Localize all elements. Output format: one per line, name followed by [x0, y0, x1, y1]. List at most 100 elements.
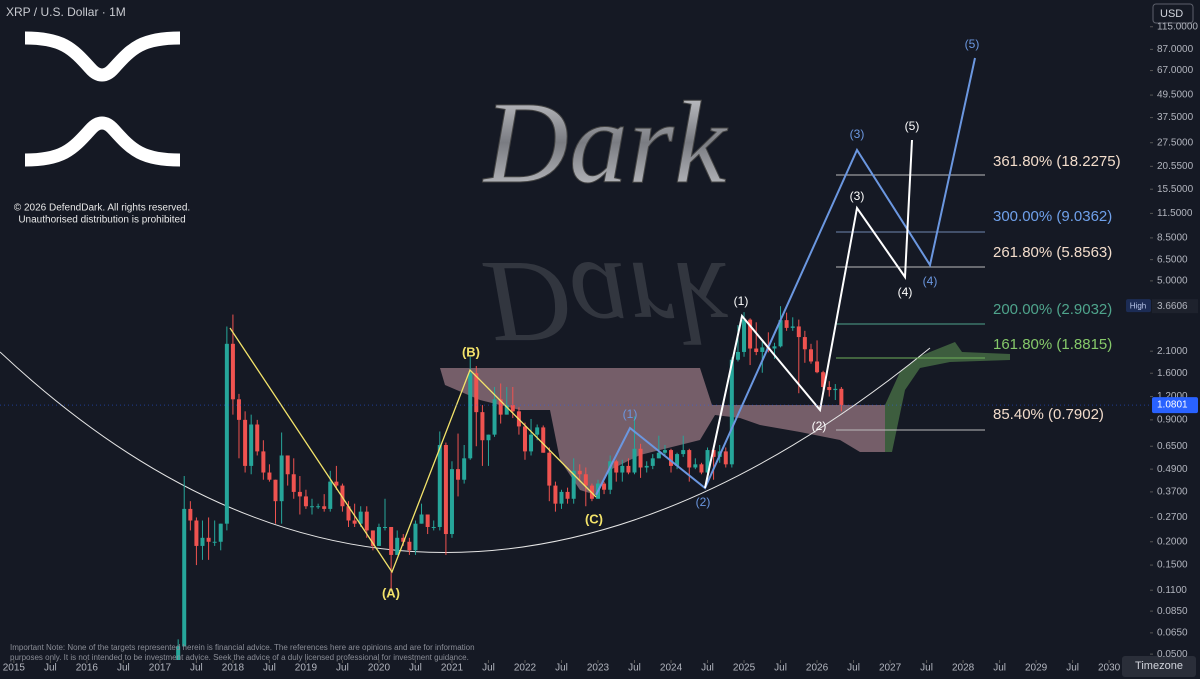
x-tick-label: Jul: [993, 663, 1006, 674]
candle-body: [626, 465, 631, 473]
candle: [827, 381, 832, 397]
candle: [796, 319, 801, 394]
candle: [522, 422, 527, 460]
candle: [498, 383, 503, 424]
candle: [419, 503, 424, 524]
symbol-title: XRP / U.S. Dollar · 1M: [6, 5, 126, 19]
candle-body: [383, 526, 388, 528]
candle: [194, 517, 199, 566]
candle: [711, 447, 716, 480]
y-tick-label: 1.2000: [1157, 391, 1188, 402]
candle-body: [389, 526, 394, 555]
candle: [693, 458, 698, 470]
y-tick-label: 6.5000: [1157, 254, 1188, 265]
candle: [188, 501, 193, 531]
x-tick-label: Jul: [190, 663, 203, 674]
candle-body: [571, 470, 576, 499]
candle: [559, 489, 564, 509]
currency[interactable]: USD: [1160, 8, 1183, 20]
candle: [182, 476, 187, 647]
y-tick-label: 115.0000: [1157, 21, 1198, 32]
wave-label: (C): [585, 511, 603, 526]
y-tick-label: 0.1500: [1157, 560, 1188, 571]
high-tag-label: High: [1130, 301, 1146, 310]
candle: [449, 461, 454, 538]
high-price-box: [1152, 299, 1198, 314]
x-tick-label: 2023: [587, 663, 610, 674]
candle: [553, 481, 558, 512]
candle: [729, 357, 734, 468]
fib-label: 261.80% (5.8563): [993, 244, 1112, 261]
wave-white: [704, 139, 913, 489]
candle: [285, 455, 290, 486]
y-tick-label: 27.5000: [1157, 137, 1194, 148]
candle-body: [431, 526, 436, 528]
x-tick-label: Jul: [774, 663, 787, 674]
candle-body: [267, 472, 272, 480]
candle: [571, 458, 576, 504]
y-tick-label: 0.3700: [1157, 487, 1188, 498]
y-tick-label: 67.0000: [1157, 65, 1194, 76]
candle-body: [346, 506, 351, 521]
candle-body: [510, 405, 515, 412]
candle: [370, 530, 375, 551]
candle-body: [687, 450, 692, 468]
candle: [279, 432, 284, 524]
candle-body: [675, 454, 680, 466]
note: Important Note: None of the targets repr…: [10, 643, 475, 652]
candle: [328, 470, 333, 512]
y-tick-label: 0.0650: [1157, 627, 1188, 638]
candle-body: [529, 434, 534, 452]
candle-body: [827, 387, 832, 391]
y-tick-label: 1.6000: [1157, 368, 1188, 379]
candle: [358, 506, 363, 527]
candle: [644, 461, 649, 473]
candle-body: [334, 481, 339, 486]
x-tick-label: 2028: [952, 663, 975, 674]
candle: [608, 455, 613, 495]
wave-label: (2): [812, 419, 827, 433]
candle-body: [644, 465, 649, 468]
candle: [638, 443, 643, 478]
candle-body: [279, 455, 284, 502]
candle-body: [754, 348, 759, 352]
watermark: Dark: [482, 77, 729, 208]
last-price: 1.0801: [1157, 400, 1188, 411]
candle-body: [316, 506, 321, 508]
candle-body: [802, 337, 807, 350]
candle-body: [468, 373, 473, 459]
candle-body: [541, 427, 546, 453]
timezone-button[interactable]: [1122, 656, 1196, 677]
x-tick-label: 2029: [1025, 663, 1048, 674]
x-tick-label: 2025: [733, 663, 756, 674]
currency-button[interactable]: [1152, 3, 1194, 24]
candle: [681, 435, 686, 457]
candle-body: [498, 399, 503, 415]
candle: [760, 342, 765, 373]
y-tick-label: 0.9000: [1157, 415, 1188, 426]
candle-body: [778, 320, 783, 347]
y-tick-label: 20.5500: [1157, 161, 1194, 172]
candle-body: [437, 445, 442, 527]
candle-body: [255, 424, 260, 452]
x-tick-label: Jul: [847, 663, 860, 674]
candle: [316, 503, 321, 509]
candle: [614, 459, 619, 482]
high-price: 3.6606: [1157, 301, 1188, 312]
wave-blue: [595, 57, 976, 496]
candle: [249, 414, 254, 475]
x-tick-label: Jul: [555, 663, 568, 674]
fib-lines: [836, 174, 985, 431]
last-price-box: [1152, 397, 1198, 414]
x-tick-label: 2024: [660, 663, 683, 674]
y-tick-label: 8.5000: [1157, 233, 1188, 244]
candle-body: [711, 450, 716, 457]
candle: [303, 489, 308, 509]
y-tick-label: 0.6500: [1157, 441, 1188, 452]
candle-body: [656, 452, 661, 459]
x-tick-label: 2030: [1098, 663, 1121, 674]
candle: [784, 312, 789, 331]
timezone[interactable]: Timezone: [1135, 660, 1183, 672]
x-tick-label: Jul: [628, 663, 641, 674]
